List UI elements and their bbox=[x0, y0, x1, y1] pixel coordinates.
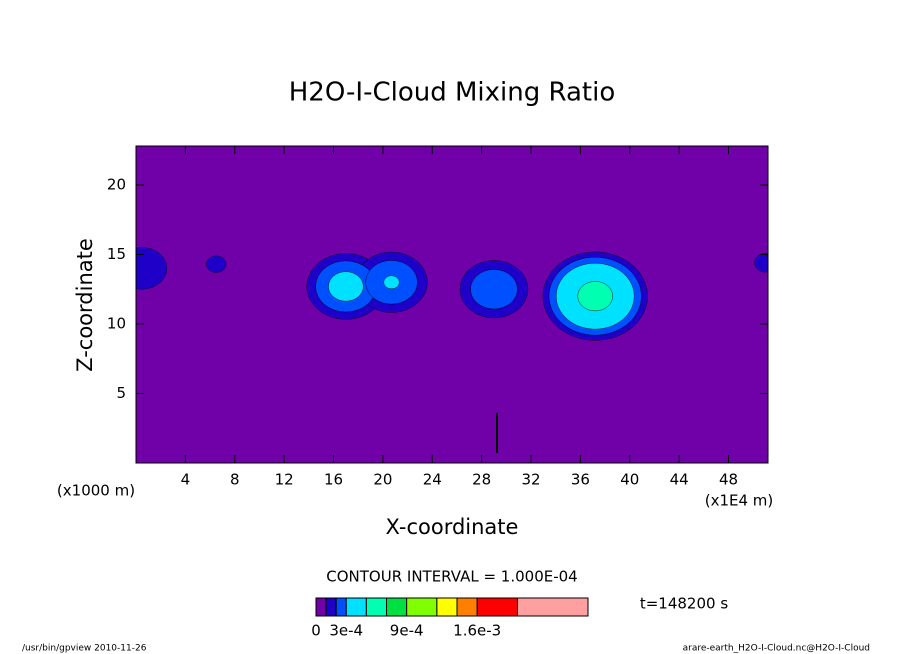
colorbar-box bbox=[476, 597, 518, 617]
x-tick-label: 28 bbox=[472, 471, 491, 489]
x-tick-label: 12 bbox=[275, 471, 294, 489]
x-tick-label: 48 bbox=[719, 471, 738, 489]
colorbar-tick-label: 0 bbox=[311, 622, 321, 640]
colorbar-tick-label: 3e-4 bbox=[329, 622, 363, 640]
colorbar-box bbox=[436, 597, 458, 617]
y-tick-label: 5 bbox=[116, 384, 126, 402]
contour-region bbox=[577, 281, 613, 312]
contour-region bbox=[383, 275, 400, 290]
contour-region bbox=[754, 253, 768, 273]
footer-left: /usr/bin/gpview 2010-11-26 bbox=[22, 644, 147, 654]
plot-area bbox=[136, 146, 768, 463]
x-tick-label: 4 bbox=[181, 471, 191, 489]
colorbar-box bbox=[386, 597, 408, 617]
contour-region bbox=[470, 269, 518, 310]
x-tick-label: 16 bbox=[324, 471, 343, 489]
colorbar-box bbox=[456, 597, 478, 617]
x-tick-label: 40 bbox=[620, 471, 639, 489]
y-tick-label: 15 bbox=[107, 245, 126, 263]
plot-frame bbox=[135, 145, 769, 464]
y-tick-label: 10 bbox=[107, 314, 126, 332]
contour-region bbox=[328, 271, 364, 302]
footer-right: arare-earth_H2O-I-Cloud.nc@H2O-I-Cloud bbox=[683, 644, 870, 654]
colorbar-tick-label: 9e-4 bbox=[390, 622, 424, 640]
y-axis-label: Z-coordinate bbox=[73, 238, 97, 372]
contour-interval: CONTOUR INTERVAL = 1.000E-04 bbox=[326, 568, 577, 586]
contour-region bbox=[136, 247, 168, 290]
colorbar-box bbox=[325, 597, 337, 617]
x-axis-label: X-coordinate bbox=[386, 515, 519, 539]
colorbar-box bbox=[345, 597, 367, 617]
x-tick-label: 36 bbox=[571, 471, 590, 489]
x-tick-label: 24 bbox=[423, 471, 442, 489]
colorbar-box bbox=[365, 597, 388, 617]
y-tick-label: 20 bbox=[107, 175, 126, 193]
colorbar-box bbox=[335, 597, 347, 617]
x-tick-label: 32 bbox=[521, 471, 540, 489]
x-unit: (x1E4 m) bbox=[705, 492, 774, 510]
chart-title: H2O-I-Cloud Mixing Ratio bbox=[289, 78, 616, 108]
colorbar-tick-label: 1.6e-3 bbox=[453, 622, 501, 640]
y-unit: (x1000 m) bbox=[57, 482, 135, 500]
background-level bbox=[136, 146, 768, 463]
contour-region bbox=[206, 255, 227, 273]
x-tick-label: 44 bbox=[670, 471, 689, 489]
colorbar-box bbox=[516, 597, 589, 617]
x-tick-label: 20 bbox=[373, 471, 392, 489]
x-tick-label: 8 bbox=[230, 471, 240, 489]
colorbar-box bbox=[406, 597, 438, 617]
colorbar-box bbox=[315, 597, 327, 617]
time-label: t=148200 s bbox=[640, 595, 728, 613]
